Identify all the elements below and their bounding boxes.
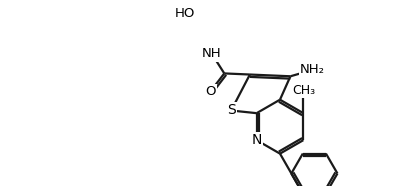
Text: S: S (227, 103, 236, 118)
Text: HO: HO (175, 7, 195, 20)
Text: CH₃: CH₃ (292, 84, 315, 97)
Text: O: O (205, 85, 215, 98)
Text: NH₂: NH₂ (300, 63, 325, 76)
Text: N: N (251, 133, 262, 147)
Text: NH: NH (202, 47, 222, 60)
